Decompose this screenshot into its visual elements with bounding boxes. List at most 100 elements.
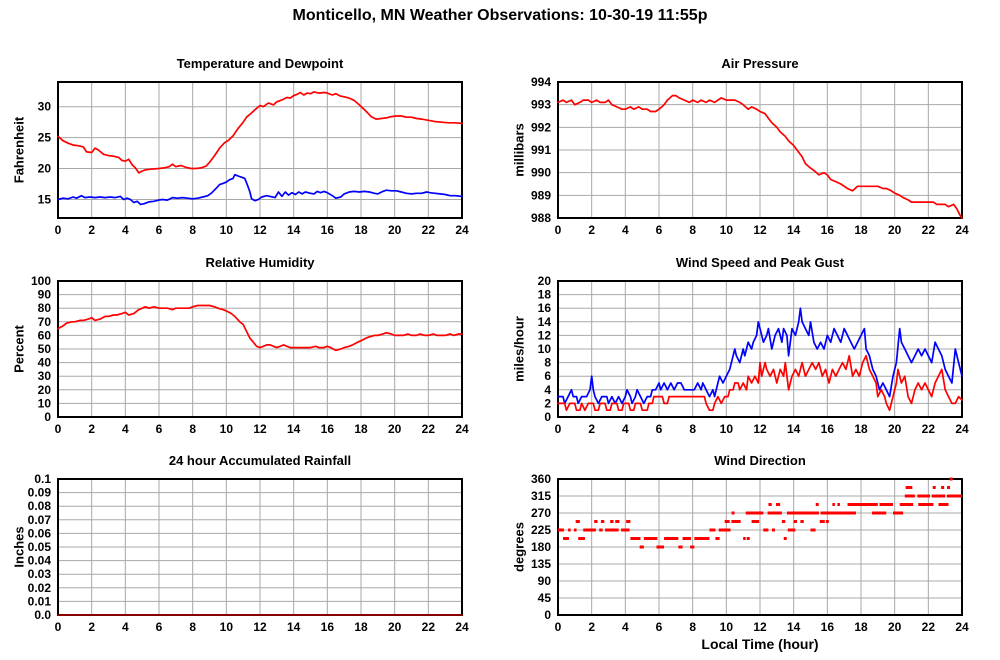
x-tick-label: 22 <box>922 422 936 436</box>
y-tick-label: 360 <box>531 472 551 486</box>
x-tick-label: 24 <box>955 422 969 436</box>
wind-direction-plot: 0 2 4 6 8 10 12 14 16 18 20 22 240459013518022527031… <box>531 472 969 634</box>
x-tick-label: 18 <box>854 422 868 436</box>
y-tick-label: 0.07 <box>28 513 52 527</box>
x-tick-label: 16 <box>821 223 835 237</box>
y-tick-label: 992 <box>531 120 551 134</box>
x-tick-label: 0 <box>555 422 562 436</box>
y-tick-label: 30 <box>38 369 52 383</box>
x-tick-label: 24 <box>455 422 469 436</box>
y-tick-label: 70 <box>38 315 52 329</box>
y-tick-label: 989 <box>531 188 551 202</box>
wind-direction-dot <box>771 528 775 532</box>
x-tick-label: 6 <box>156 223 163 237</box>
wind-direction-dot <box>746 537 750 540</box>
y-tick-label: 10 <box>38 396 52 410</box>
x-tick-label: 8 <box>189 422 196 436</box>
x-tick-label: 2 <box>88 422 95 436</box>
pressure-line <box>557 94 963 219</box>
y-tick-label: 25 <box>38 131 52 145</box>
y-tick-label: 20 <box>38 162 52 176</box>
rainfall-chart: 0 2 4 6 8 10 12 14 16 18 20 22 24 0.0 0.01 0.02 0.03 0.04… <box>0 442 500 660</box>
x-tick-label: 24 <box>455 620 469 634</box>
wind-direction-dot <box>932 486 936 489</box>
y-tick-label: 6 <box>544 369 551 383</box>
y-tick-label: 0.03 <box>28 567 52 581</box>
x-tick-label: 2 <box>588 223 595 237</box>
wind-direction-dot <box>947 486 951 489</box>
y-tick-label: 0.09 <box>28 486 52 500</box>
y-tick-label: 14 <box>538 315 552 329</box>
x-tick-label: 0 <box>555 223 562 237</box>
x-tick-label: 22 <box>422 620 436 634</box>
y-tick-label: 50 <box>38 342 52 356</box>
y-tick-label: 993 <box>531 98 551 112</box>
wind-direction-chart: 0 2 4 6 8 10 12 14 16 18 20 22 24 0 45 90 135 180 225 270 31… <box>500 442 1000 660</box>
humidity-line <box>57 304 463 352</box>
x-tick-label: 8 <box>189 620 196 634</box>
y-tick-label: 0.06 <box>28 526 52 540</box>
y-tick-label: 135 <box>531 557 551 571</box>
x-tick-label: 24 <box>455 223 469 237</box>
x-tick-label: 4 <box>122 422 129 436</box>
x-tick-label: 0 <box>55 422 62 436</box>
dewpoint-line <box>57 173 463 206</box>
y-tick-label: 8 <box>544 356 551 370</box>
wind-speed-gust-chart: 0 2 4 6 8 10 12 14 16 18 20 22 24 0 2 4 6 8 10 12 14 16 18 20 W… <box>500 244 1000 443</box>
chart-title: Wind Speed and Peak Gust <box>675 255 845 270</box>
x-tick-label: 16 <box>821 620 835 634</box>
page-title: Monticello, MN Weather Observations: 10-… <box>292 7 708 24</box>
y-tick-label: 225 <box>531 523 551 537</box>
y-axis-label: miles/hour <box>511 316 527 382</box>
plot-border <box>557 81 963 219</box>
x-tick-label: 14 <box>287 223 301 237</box>
plot-border <box>57 81 463 219</box>
y-tick-label: 40 <box>38 356 52 370</box>
x-tick-label: 18 <box>354 223 368 237</box>
x-tick-label: 10 <box>720 620 734 634</box>
x-tick-label: 16 <box>821 422 835 436</box>
x-tick-label: 24 <box>955 223 969 237</box>
chart-title: Relative Humidity <box>205 255 315 270</box>
x-tick-label: 4 <box>122 620 129 634</box>
y-tick-label: 80 <box>38 301 52 315</box>
x-tick-label: 4 <box>122 223 129 237</box>
x-tick-label: 2 <box>88 620 95 634</box>
y-tick-label: 0 <box>544 410 551 424</box>
y-tick-label: 90 <box>538 574 552 588</box>
chart-title: 24 hour Accumulated Rainfall <box>168 453 352 468</box>
x-tick-label: 8 <box>189 223 196 237</box>
y-tick-label: 0.08 <box>28 499 52 513</box>
y-tick-label: 30 <box>38 100 52 114</box>
y-tick-label: 991 <box>531 143 551 157</box>
y-tick-label: 12 <box>538 328 552 342</box>
y-tick-label: 994 <box>531 75 551 89</box>
x-tick-label: 4 <box>622 422 629 436</box>
y-tick-label: 10 <box>538 342 552 356</box>
x-tick-label: 16 <box>321 223 335 237</box>
wind-direction-dot <box>949 477 953 481</box>
x-tick-label: 20 <box>888 422 902 436</box>
x-tick-label: 0 <box>55 223 62 237</box>
chart-title: Air Pressure <box>721 56 799 71</box>
y-tick-label: 4 <box>544 383 551 397</box>
x-tick-label: 22 <box>922 223 936 237</box>
x-tick-label: 22 <box>422 223 436 237</box>
wind-direction-dot <box>811 528 815 532</box>
y-tick-label: 0.0 <box>34 608 51 622</box>
wind-direction-dot <box>783 537 787 540</box>
x-tick-label: 12 <box>253 223 267 237</box>
y-axis-label: Fahrenheit <box>11 116 27 184</box>
wind-direction-dot <box>731 511 735 515</box>
x-tick-label: 14 <box>287 620 301 634</box>
x-tick-label: 22 <box>922 620 936 634</box>
air-pressure-plot: 0 2 4 6 8 10 12 14 16 18 20 22 249889899909919929939… <box>531 75 969 237</box>
x-tick-label: 12 <box>753 620 767 634</box>
chart-title: Wind Direction <box>714 453 806 468</box>
plot-border <box>57 280 463 418</box>
y-tick-label: 270 <box>531 506 551 520</box>
x-tick-label: 6 <box>156 422 163 436</box>
peak-gust-line <box>557 307 963 405</box>
y-axis-label: degrees <box>511 522 527 572</box>
